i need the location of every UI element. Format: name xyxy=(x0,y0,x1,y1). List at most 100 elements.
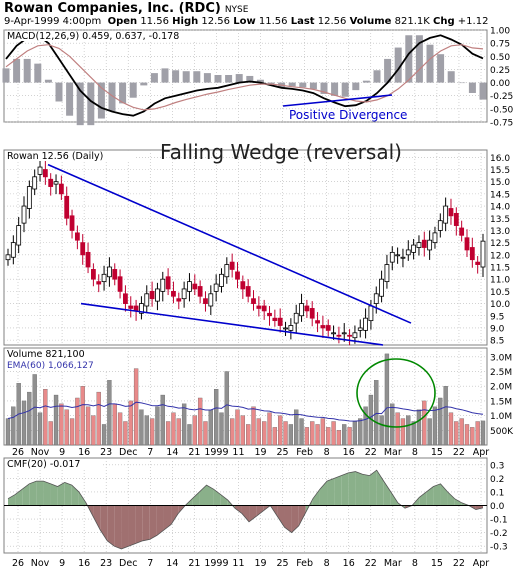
volume-bar xyxy=(5,418,11,446)
cmf-area-segment xyxy=(121,505,129,549)
price-candle xyxy=(187,281,192,292)
x-tick-label-top: Dec xyxy=(119,447,137,458)
price-title: Rowan 12.56 (Daily) xyxy=(7,151,103,162)
x-tick-label-bottom: Mar xyxy=(384,558,402,568)
volume-bar xyxy=(187,424,192,446)
cmf-y-tick-label: 0.0 xyxy=(490,502,505,512)
x-tick-label-top: 8 xyxy=(324,447,330,458)
x-tick-label-bottom: 8 xyxy=(324,558,330,568)
macd-histogram-bar xyxy=(320,82,328,94)
volume-bar xyxy=(390,403,395,446)
price-candle xyxy=(283,327,288,330)
volume-bar xyxy=(459,418,464,446)
price-candle xyxy=(261,305,267,312)
macd-histogram-bar xyxy=(373,70,381,83)
price-candle xyxy=(347,334,352,337)
volume-bar xyxy=(43,389,48,446)
price-candle xyxy=(32,176,38,190)
x-tick-label-top: 15 xyxy=(431,447,443,458)
x-tick-label-top: 11 xyxy=(232,447,244,458)
cmf-area-segment xyxy=(327,478,335,506)
exchange-label: NYSE xyxy=(224,5,249,15)
cmf-area-segment xyxy=(128,505,136,547)
volume-bar xyxy=(197,397,203,446)
volume-bar xyxy=(230,418,235,446)
price-candle xyxy=(117,276,123,292)
price-candle xyxy=(389,251,395,263)
macd-histogram-bar xyxy=(23,58,31,83)
price-y-tick-label: 10.0 xyxy=(490,300,510,310)
price-candle xyxy=(139,303,144,314)
low-value: 11.56 xyxy=(258,16,288,27)
volume-bar xyxy=(107,380,112,446)
price-candle xyxy=(21,205,27,224)
price-candle xyxy=(469,247,475,261)
price-candle xyxy=(224,264,230,278)
cmf-area-segment xyxy=(426,486,434,506)
x-tick-label-top: Nov xyxy=(31,447,50,458)
volume-bar xyxy=(91,415,96,446)
volume-bar xyxy=(310,421,315,446)
price-candle xyxy=(112,269,118,280)
cmf-area-segment xyxy=(433,483,441,506)
macd-histogram-bar xyxy=(34,63,42,83)
price-y-tick-label: 15.5 xyxy=(490,166,510,176)
x-tick-label-bottom: Dec xyxy=(119,558,137,568)
macd-histogram-bar xyxy=(246,75,254,83)
x-tick-label-top: 16 xyxy=(78,447,90,458)
macd-histogram-bar xyxy=(405,35,413,83)
price-candle xyxy=(197,286,203,297)
price-candle xyxy=(373,293,379,304)
volume-bar xyxy=(160,394,165,446)
price-candle xyxy=(288,325,294,331)
last-value: 12.56 xyxy=(317,16,347,27)
macd-histogram-bar xyxy=(172,70,180,83)
price-candle xyxy=(443,205,449,224)
cmf-area-segment xyxy=(419,491,427,506)
open-value: 11.56 xyxy=(140,16,169,27)
price-candle xyxy=(171,290,176,297)
macd-histogram-bar xyxy=(447,71,455,83)
macd-histogram-bar xyxy=(108,82,116,111)
price-candle xyxy=(26,186,32,209)
volume-bar xyxy=(475,421,480,446)
x-tick-label-top: 16 xyxy=(343,447,355,458)
price-y-tick-label: 11.5 xyxy=(490,264,510,274)
volume-bar xyxy=(470,427,475,446)
volume-bar xyxy=(288,424,294,446)
volume-bar xyxy=(395,412,400,446)
price-candle xyxy=(299,303,304,317)
volume-bar xyxy=(406,415,411,446)
volume-bar xyxy=(176,418,181,446)
x-tick-label-bottom: Apr xyxy=(473,558,490,568)
price-candle xyxy=(315,320,320,324)
price-y-tick-label: 16.0 xyxy=(490,154,510,164)
cmf-y-tick-label: 0.1 xyxy=(490,488,504,498)
price-candle xyxy=(176,298,182,302)
macd-histogram-bar xyxy=(384,58,392,83)
volume-bar xyxy=(304,427,310,446)
volume-bar xyxy=(208,409,213,446)
price-candle xyxy=(107,266,112,278)
macd-histogram-bar xyxy=(352,82,360,91)
macd-histogram-bar xyxy=(331,82,339,96)
volume-bar xyxy=(59,403,64,446)
volume-bar xyxy=(363,406,368,446)
macd-histogram-bar xyxy=(225,75,233,83)
x-tick-label-top: 25 xyxy=(277,447,289,458)
macd-histogram-bar xyxy=(394,47,402,83)
x-tick-label-bottom: 25 xyxy=(277,558,289,568)
price-candle xyxy=(341,332,347,335)
volume-bar xyxy=(128,400,133,446)
macd-histogram-bar xyxy=(203,73,211,83)
volume-bar xyxy=(165,421,171,446)
price-candle xyxy=(58,183,64,195)
price-y-tick-label: 15.0 xyxy=(490,178,510,188)
volume-bar xyxy=(416,409,422,446)
volume-bar xyxy=(246,424,251,446)
volume-bar xyxy=(203,421,208,446)
price-candle xyxy=(325,325,331,331)
volume-bar xyxy=(480,420,486,446)
price-candle xyxy=(384,264,390,283)
